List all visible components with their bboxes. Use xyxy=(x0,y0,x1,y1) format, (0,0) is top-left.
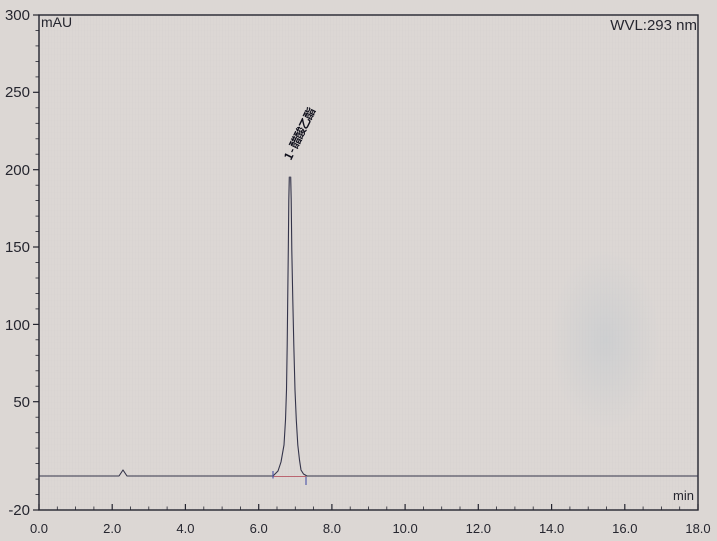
svg-text:150: 150 xyxy=(5,239,30,256)
svg-text:100: 100 xyxy=(5,317,30,334)
svg-text:4.0: 4.0 xyxy=(176,521,194,536)
svg-text:6.0: 6.0 xyxy=(250,521,268,536)
svg-text:-20: -20 xyxy=(8,502,30,519)
svg-text:200: 200 xyxy=(5,162,30,179)
svg-text:10.0: 10.0 xyxy=(392,521,417,536)
svg-text:WVL:293 nm: WVL:293 nm xyxy=(610,17,697,34)
svg-text:0.0: 0.0 xyxy=(30,521,48,536)
svg-text:14.0: 14.0 xyxy=(539,521,564,536)
svg-text:min: min xyxy=(673,488,694,503)
svg-text:18.0: 18.0 xyxy=(685,521,710,536)
svg-text:mAU: mAU xyxy=(41,14,72,30)
svg-text:16.0: 16.0 xyxy=(612,521,637,536)
svg-text:12.0: 12.0 xyxy=(466,521,491,536)
svg-text:2.0: 2.0 xyxy=(103,521,121,536)
svg-text:300: 300 xyxy=(5,7,30,24)
svg-text:50: 50 xyxy=(13,394,30,411)
svg-text:8.0: 8.0 xyxy=(323,521,341,536)
svg-text:250: 250 xyxy=(5,84,30,101)
